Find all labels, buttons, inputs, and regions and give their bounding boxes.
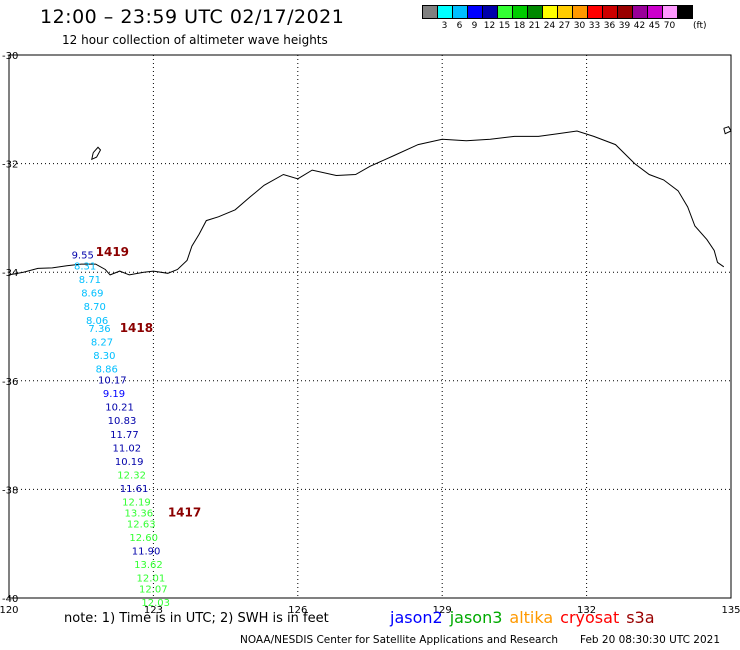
wave-height-value: 8.06 [86, 316, 108, 327]
scale-label: 27 [558, 21, 571, 31]
scale-label: 3 [441, 21, 448, 31]
pass-number-label: 1417 [168, 506, 201, 520]
longitude-label: 120 [0, 605, 19, 616]
scale-swatch [677, 5, 693, 19]
satellite-legend: jason2 jason3 altika cryosat s3a [390, 608, 662, 627]
scale-label: 45 [648, 21, 661, 31]
map-subtitle: 12 hour collection of altimeter wave hei… [62, 33, 328, 47]
generation-timestamp: Feb 20 08:30:30 UTC 2021 [580, 634, 720, 646]
map-frame [8, 54, 732, 599]
scale-label: 12 [483, 21, 496, 31]
wave-height-value: 12.19 [122, 498, 151, 509]
latitude-label: -32 [2, 160, 18, 171]
latitude-label: -34 [2, 268, 18, 279]
wave-height-value: 10.17 [98, 376, 127, 387]
scale-unit: (ft) [693, 21, 707, 31]
wave-height-value: 13.62 [134, 560, 163, 571]
wave-height-value: 13.36 [125, 509, 154, 520]
wave-height-value: 8.27 [91, 338, 113, 349]
satellite-jason3: jason3 [449, 608, 503, 627]
wave-height-value: 8.71 [79, 275, 101, 286]
coastline [8, 130, 725, 276]
wave-height-value: 8.69 [81, 289, 103, 300]
wave-height-value: 11.02 [112, 443, 141, 454]
scale-label: 70 [663, 21, 676, 31]
scale-label: 18 [513, 21, 526, 31]
wave-height-value: 8.70 [84, 302, 106, 313]
satellite-altika: altika [509, 608, 554, 627]
wave-height-value: 9.55 [72, 251, 94, 262]
satellite-jason2: jason2 [390, 608, 443, 627]
latitude-label: -40 [2, 594, 18, 605]
wave-height-value: 12.03 [141, 598, 170, 609]
wave-height-value: 10.19 [115, 457, 144, 468]
wave-height-value: 7.36 [88, 324, 110, 335]
pass-number-label: 1419 [96, 245, 129, 259]
wave-height-value: 12.07 [139, 585, 168, 596]
wave-height-value: 11.77 [110, 430, 139, 441]
scale-label: 33 [588, 21, 601, 31]
scale-label: 6 [456, 21, 463, 31]
satellite-s3a: s3a [626, 608, 655, 627]
scale-label: 36 [603, 21, 616, 31]
wave-height-value: 10.83 [108, 416, 137, 427]
map-title: 12:00 – 23:59 UTC 02/17/2021 [40, 6, 345, 28]
wave-height-value: 12.32 [117, 471, 146, 482]
wave-height-color-scale [422, 5, 693, 19]
scale-label: 30 [573, 21, 586, 31]
longitude-label: 135 [721, 605, 740, 616]
wave-height-scale-labels: 3 6 9 12 15 18 21 24 27 30 33 36 39 42 45 70 (ft) [422, 21, 707, 31]
wave-height-value: 12.63 [127, 519, 156, 530]
scale-label: 39 [618, 21, 631, 31]
wave-height-value: 10.21 [105, 403, 134, 414]
island-outline [91, 146, 102, 161]
wave-height-value: 9.19 [103, 389, 125, 400]
wave-height-value: 11.61 [120, 484, 149, 495]
latitude-label: -36 [2, 377, 18, 388]
wave-height-value: 12.60 [129, 533, 158, 544]
latitude-label: -38 [2, 485, 18, 496]
longitude-label: 126 [288, 605, 307, 616]
wave-height-value: 11.90 [132, 547, 161, 558]
latitude-label: -30 [2, 51, 18, 62]
scale-label: 9 [471, 21, 478, 31]
wave-height-value: 8.86 [96, 365, 118, 376]
scale-label: 24 [543, 21, 556, 31]
longitude-label: 123 [144, 605, 163, 616]
longitude-label: 129 [433, 605, 452, 616]
map-note: note: 1) Time is in UTC; 2) SWH is in fe… [64, 611, 329, 626]
credit-text: NOAA/NESDIS Center for Satellite Applica… [240, 634, 558, 646]
scale-label: 42 [633, 21, 646, 31]
wave-height-value: 8.30 [93, 351, 115, 362]
scale-label: 21 [528, 21, 541, 31]
longitude-label: 132 [577, 605, 596, 616]
wave-height-value: 12.01 [137, 574, 166, 585]
pass-number-label: 1418 [120, 321, 153, 335]
satellite-cryosat: cryosat [560, 608, 620, 627]
scale-label: 15 [498, 21, 511, 31]
island-outline [723, 126, 732, 135]
wave-height-value: 8.31 [74, 261, 96, 272]
